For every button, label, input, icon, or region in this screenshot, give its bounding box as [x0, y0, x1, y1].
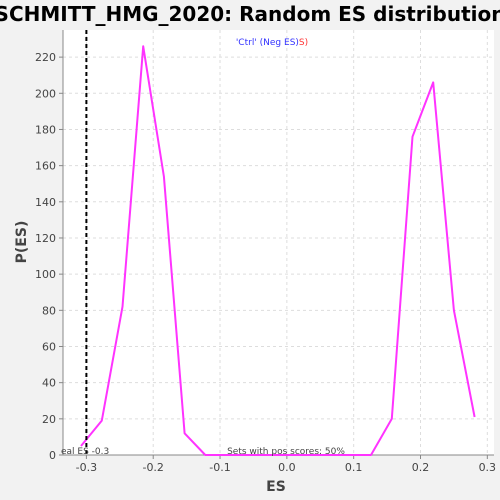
y-tick-label: 100: [35, 268, 56, 281]
pos-scores-annotation: Sets with pos scores: 50%: [227, 447, 345, 457]
y-tick-label: 160: [35, 160, 56, 173]
y-tick-label: 180: [35, 123, 56, 136]
y-tick-label: 200: [35, 87, 56, 100]
x-tick-label: 0.1: [345, 461, 363, 474]
y-tick-label: 20: [42, 413, 56, 426]
x-axis-label: ES: [266, 479, 286, 495]
x-tick-label: -0.1: [209, 461, 230, 474]
legend: 'Ctrl' (Neg ES)S): [236, 38, 308, 48]
y-tick-label: 220: [35, 51, 56, 64]
y-tick-label: 0: [49, 449, 56, 462]
es-distribution-line: [80, 45, 476, 456]
x-tick-label: 0.0: [278, 461, 296, 474]
legend-neg-text: 'Ctrl' (Neg ES): [236, 38, 299, 48]
y-axis-label: P(ES): [14, 221, 30, 264]
x-tick-label: -0.2: [142, 461, 163, 474]
x-tick-label: 0.3: [479, 461, 497, 474]
y-tick-label: 40: [42, 377, 56, 390]
chart-title: SCHMITT_HMG_2020: Random ES distribution: [0, 2, 500, 26]
legend-pos-text: S): [299, 38, 308, 48]
x-tick-label: -0.3: [76, 461, 97, 474]
y-tick-label: 80: [42, 304, 56, 317]
y-tick-label: 60: [42, 340, 56, 353]
y-tick-label: 120: [35, 232, 56, 245]
series-layer: [80, 45, 476, 456]
vline-label: eal ES -0.3: [61, 447, 109, 457]
y-tick-label: 140: [35, 196, 56, 209]
plot-background: [63, 30, 494, 455]
x-tick-label: 0.2: [412, 461, 430, 474]
ticks: -0.3 -0.2 -0.1 0.0 0.1 0.2 0.3 0 20 40 60 80 100 120 1…: [35, 51, 496, 474]
